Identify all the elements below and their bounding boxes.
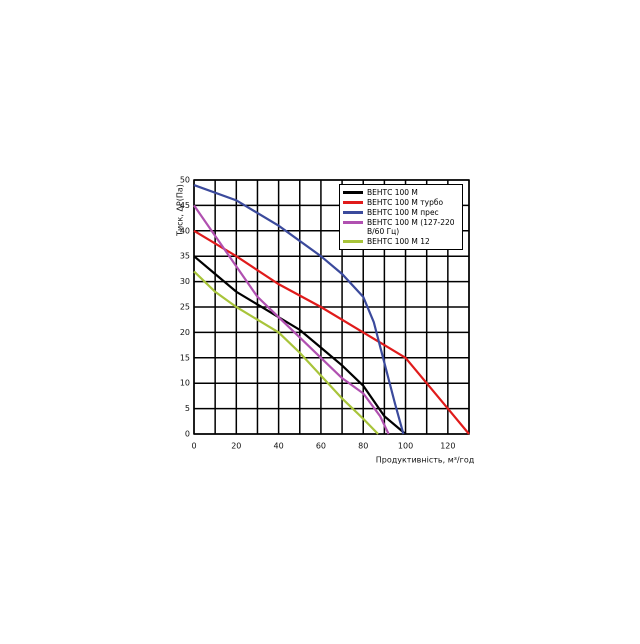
legend-label: ВЕНТС 100 М (367, 188, 418, 197)
y-tick-label: 30 (180, 277, 190, 286)
legend-entry: ВЕНТС 100 М (127-220 В/60 Гц) (343, 218, 459, 236)
y-tick-label: 0 (185, 430, 190, 439)
y-tick-label: 45 (180, 201, 190, 210)
legend-swatch (343, 191, 363, 194)
y-axis-label: Тиск, ΔP(Па) (176, 184, 185, 237)
legend-label: ВЕНТС 100 М прес (367, 208, 439, 217)
legend-entry: ВЕНТС 100 М прес (343, 208, 459, 217)
legend-label: ВЕНТС 100 М турбо (367, 198, 444, 207)
y-tick-label: 35 (180, 252, 190, 261)
y-tick-label: 50 (180, 176, 190, 185)
y-tick-label: 40 (180, 226, 190, 235)
series-line (193, 229, 470, 435)
legend-swatch (343, 211, 363, 214)
x-tick-label: 60 (316, 442, 326, 451)
series-line (193, 204, 390, 435)
series-line (193, 255, 407, 435)
x-tick-label: 0 (191, 442, 196, 451)
x-tick-label: 80 (358, 442, 368, 451)
legend-swatch (343, 221, 363, 224)
x-tick-label: 100 (398, 442, 413, 451)
y-tick-label: 5 (185, 404, 190, 413)
y-tick-label: 20 (180, 328, 190, 337)
x-axis-label: Продуктивність, м³/год (376, 456, 475, 465)
legend-label: ВЕНТС 100 М (127-220 В/60 Гц) (367, 218, 455, 236)
y-tick-label: 25 (180, 303, 190, 312)
legend-entry: ВЕНТС 100 М 12 (343, 237, 459, 246)
legend-label: ВЕНТС 100 М 12 (367, 237, 430, 246)
y-tick-label: 15 (180, 353, 190, 362)
legend-entry: ВЕНТС 100 М (343, 188, 459, 197)
series-line (193, 184, 405, 435)
x-tick-label: 40 (274, 442, 284, 451)
x-tick-label: 20 (231, 442, 241, 451)
legend-entry: ВЕНТС 100 М турбо (343, 198, 459, 207)
legend: ВЕНТС 100 М ВЕНТС 100 М турбо ВЕНТС 100 М … (339, 184, 463, 250)
y-tick-label: 10 (180, 379, 190, 388)
x-tick-label: 120 (440, 442, 455, 451)
series-line (193, 270, 379, 435)
legend-swatch (343, 201, 363, 204)
legend-swatch (343, 240, 363, 243)
